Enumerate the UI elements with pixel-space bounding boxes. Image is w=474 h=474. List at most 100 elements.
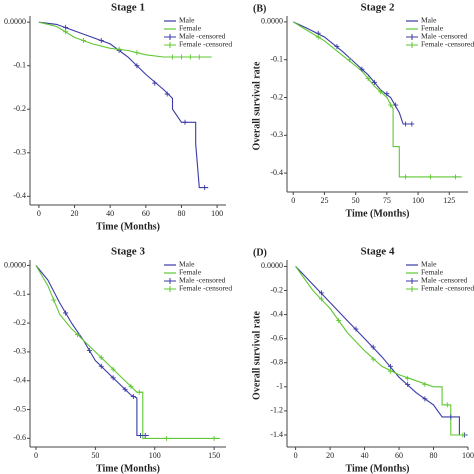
x-tick-label: 100 bbox=[412, 196, 424, 205]
survival-line bbox=[38, 21, 209, 189]
censor-mark bbox=[387, 368, 393, 374]
y-tick-label: -0.6 bbox=[13, 433, 26, 442]
x-tick-label: 0 bbox=[294, 451, 298, 460]
censor-mark bbox=[63, 310, 69, 316]
y-tick-label: -0.1 bbox=[270, 55, 283, 64]
x-tick-label: 100 bbox=[149, 451, 161, 460]
y-tick-label: -1.2 bbox=[270, 406, 283, 415]
censor-mark bbox=[116, 46, 122, 52]
x-tick-label: 25 bbox=[320, 196, 328, 205]
y-tick-label: -0.2 bbox=[270, 92, 283, 101]
legend-label: Female bbox=[179, 24, 202, 33]
x-tick-label: 40 bbox=[361, 451, 369, 460]
censor-mark bbox=[384, 91, 390, 97]
x-axis-label: Time (Months) bbox=[346, 208, 410, 219]
censor-mark bbox=[170, 54, 176, 60]
y-tick-label: 0.0000 bbox=[261, 261, 283, 270]
censor-mark bbox=[388, 102, 394, 108]
censor-mark bbox=[365, 76, 371, 82]
legend-label: Male -censored bbox=[179, 276, 226, 285]
censor-mark bbox=[393, 102, 399, 108]
chart-title: Stage 4 bbox=[361, 246, 395, 258]
censor-mark bbox=[359, 66, 365, 72]
censor-mark bbox=[110, 366, 116, 372]
chart-title: Stage 1 bbox=[111, 2, 145, 14]
panel-label: (B) bbox=[253, 3, 266, 14]
legend-label: Female bbox=[179, 268, 202, 277]
legend-label: Male -censored bbox=[421, 276, 468, 285]
censor-mark bbox=[315, 34, 321, 40]
censor-mark bbox=[409, 121, 415, 127]
x-tick-label: 0 bbox=[37, 209, 41, 218]
y-tick-label: -0.4 bbox=[13, 191, 26, 200]
y-tick-label: -0.4 bbox=[270, 168, 283, 177]
x-tick-label: 50 bbox=[352, 196, 360, 205]
censor-mark bbox=[137, 432, 143, 438]
legend-swatch bbox=[164, 42, 176, 48]
y-tick-label: 0.0000 bbox=[261, 17, 283, 26]
censor-mark bbox=[211, 435, 217, 441]
x-axis-label: Time (Months) bbox=[96, 221, 160, 232]
y-tick-label: -0.5 bbox=[13, 404, 26, 413]
x-tick-label: 125 bbox=[443, 196, 455, 205]
censor-mark bbox=[130, 394, 136, 400]
censor-mark bbox=[422, 381, 428, 387]
x-tick-label: 150 bbox=[208, 451, 220, 460]
censor-mark bbox=[136, 389, 142, 395]
x-axis-label: Time (Months) bbox=[346, 463, 410, 474]
legend-label: Female bbox=[421, 268, 444, 277]
legend-swatch bbox=[406, 286, 418, 292]
censor-mark bbox=[453, 174, 459, 180]
legend-swatch bbox=[164, 34, 176, 40]
censor-mark bbox=[370, 356, 376, 362]
legend-swatch bbox=[164, 278, 176, 284]
censor-mark bbox=[152, 80, 158, 86]
censor-mark bbox=[187, 54, 193, 60]
censor-mark bbox=[318, 290, 324, 296]
censor-mark bbox=[142, 432, 148, 438]
censor-mark bbox=[403, 121, 409, 127]
legend-swatch bbox=[406, 34, 418, 40]
censor-mark bbox=[444, 402, 450, 408]
legend-swatch bbox=[406, 278, 418, 284]
censor-mark bbox=[164, 435, 170, 441]
censor-mark bbox=[86, 347, 92, 353]
censor-mark bbox=[134, 63, 140, 69]
censor-mark bbox=[405, 381, 411, 387]
censor-mark bbox=[428, 174, 434, 180]
y-tick-label: -0.3 bbox=[13, 347, 26, 356]
x-tick-label: 0 bbox=[34, 451, 38, 460]
legend-label: Male bbox=[179, 16, 195, 25]
censor-mark bbox=[98, 355, 104, 361]
x-tick-label: 40 bbox=[106, 209, 114, 218]
censor-mark bbox=[128, 383, 134, 389]
x-tick-label: 80 bbox=[430, 451, 438, 460]
x-tick-label: 75 bbox=[383, 196, 391, 205]
chart-title: Stage 2 bbox=[361, 2, 395, 14]
censor-mark bbox=[98, 363, 104, 369]
censor-mark bbox=[63, 29, 69, 35]
y-tick-label: -1.4 bbox=[270, 430, 283, 439]
censor-mark bbox=[405, 375, 411, 381]
x-tick-label: 80 bbox=[177, 209, 185, 218]
censor-mark bbox=[98, 37, 104, 43]
x-tick-label: 60 bbox=[142, 209, 150, 218]
censor-mark bbox=[387, 363, 393, 369]
y-tick-label: -0.1 bbox=[13, 289, 26, 298]
legend-label: Female -censored bbox=[421, 40, 474, 49]
legend-label: Male bbox=[179, 260, 195, 269]
x-tick-label: 60 bbox=[395, 451, 403, 460]
y-axis-label: Overall survival rate bbox=[251, 61, 262, 150]
y-tick-label: -0.2 bbox=[270, 285, 283, 294]
censor-mark bbox=[196, 54, 202, 60]
censor-mark bbox=[63, 24, 69, 30]
x-tick-label: 100 bbox=[211, 209, 223, 218]
y-tick-label: -0.6 bbox=[270, 333, 283, 342]
y-tick-label: 0.0000 bbox=[4, 260, 26, 269]
y-tick-label: 0.0000 bbox=[4, 17, 26, 26]
y-tick-label: -0.8 bbox=[270, 358, 283, 367]
legend-label: Male bbox=[421, 16, 437, 25]
y-tick-label: -0.3 bbox=[13, 148, 26, 157]
censor-mark bbox=[370, 344, 376, 350]
censor-mark bbox=[122, 386, 128, 392]
